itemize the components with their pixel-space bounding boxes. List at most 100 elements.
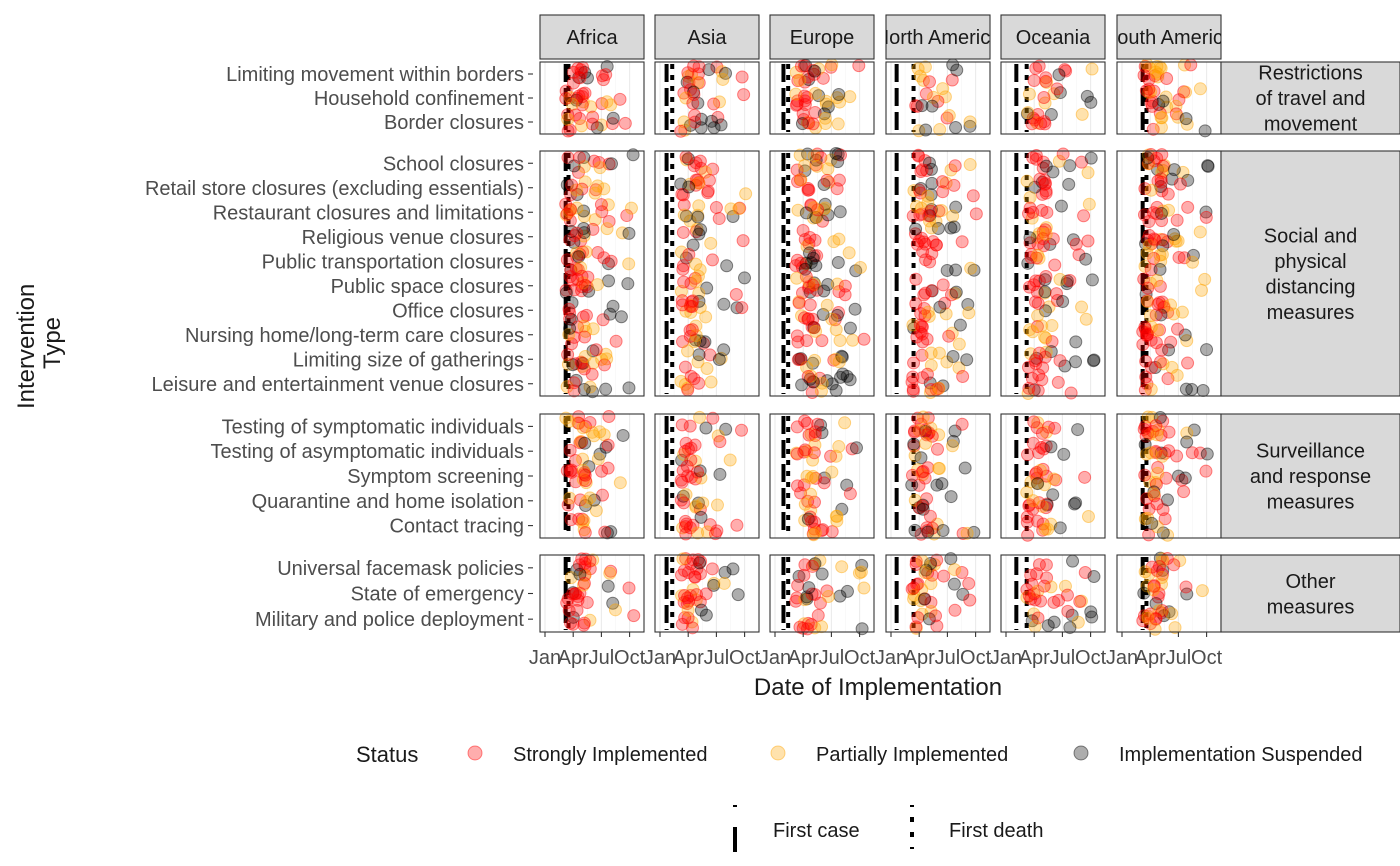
data-point xyxy=(577,383,591,397)
data-point xyxy=(806,278,820,292)
data-point xyxy=(577,466,591,480)
data-point xyxy=(797,617,811,631)
data-point xyxy=(1039,558,1053,572)
data-point xyxy=(677,595,691,609)
data-point xyxy=(686,583,700,597)
data-point xyxy=(1146,424,1160,438)
data-point xyxy=(1151,174,1165,188)
data-point xyxy=(567,159,581,173)
data-point xyxy=(1035,319,1049,333)
data-point xyxy=(1142,85,1156,99)
x-tick-label: Jul xyxy=(819,647,845,669)
panel-border xyxy=(1000,413,1106,539)
data-point xyxy=(600,60,614,74)
data-point xyxy=(1087,353,1101,367)
data-point xyxy=(714,351,728,365)
data-point xyxy=(830,509,844,523)
data-point xyxy=(681,566,695,580)
data-point xyxy=(564,513,578,527)
data-point xyxy=(932,428,946,442)
data-point xyxy=(907,581,921,595)
data-point xyxy=(1040,425,1054,439)
data-point xyxy=(682,594,696,608)
data-point xyxy=(1020,485,1034,499)
data-point xyxy=(835,502,849,516)
data-point xyxy=(912,183,926,197)
data-point xyxy=(613,92,627,106)
data-point xyxy=(681,442,695,456)
data-point xyxy=(675,418,689,432)
data-point xyxy=(674,284,688,298)
data-point xyxy=(592,155,606,169)
data-point xyxy=(920,428,934,442)
data-point xyxy=(591,452,605,466)
data-point xyxy=(801,312,815,326)
data-point xyxy=(604,254,618,268)
region-strip-box xyxy=(654,14,760,60)
data-point xyxy=(932,204,946,218)
data-point xyxy=(808,438,822,452)
legend-item-status-0: Strongly Implemented xyxy=(467,744,708,766)
data-point xyxy=(1136,614,1150,628)
data-point xyxy=(807,558,821,572)
data-point xyxy=(1041,619,1055,633)
data-point xyxy=(693,464,707,478)
data-point xyxy=(1039,501,1053,515)
data-point xyxy=(574,355,588,369)
data-point xyxy=(1036,523,1050,537)
data-point xyxy=(683,329,697,343)
data-point xyxy=(932,346,946,360)
data-point xyxy=(920,332,934,346)
data-point xyxy=(676,552,690,566)
data-point xyxy=(598,525,612,539)
data-point xyxy=(795,261,809,275)
data-point xyxy=(840,584,854,598)
data-point xyxy=(1141,426,1155,440)
data-point xyxy=(602,157,616,171)
data-point xyxy=(566,617,580,631)
data-point xyxy=(1145,361,1159,375)
data-point xyxy=(801,312,815,326)
data-point xyxy=(1138,59,1152,73)
data-point xyxy=(819,94,833,108)
data-point xyxy=(566,76,580,90)
data-point xyxy=(798,558,812,572)
data-point xyxy=(1033,172,1047,186)
data-point xyxy=(559,92,573,106)
data-point xyxy=(576,421,590,435)
data-point xyxy=(1039,176,1053,190)
data-point xyxy=(684,470,698,484)
data-point xyxy=(686,553,700,567)
data-point xyxy=(621,277,635,291)
data-point xyxy=(909,297,923,311)
data-point xyxy=(1154,175,1168,189)
data-point xyxy=(561,151,575,165)
data-point xyxy=(591,278,605,292)
data-point xyxy=(1136,325,1150,339)
data-point xyxy=(712,95,726,109)
panel-border xyxy=(885,61,991,135)
data-point xyxy=(791,335,805,349)
data-point xyxy=(689,257,703,271)
data-point xyxy=(1138,420,1152,434)
data-point xyxy=(578,86,592,100)
data-point xyxy=(920,492,934,506)
data-point xyxy=(1061,604,1075,618)
data-point xyxy=(684,369,698,383)
data-point xyxy=(1168,232,1182,246)
data-point xyxy=(802,116,816,130)
data-point xyxy=(924,605,938,619)
data-point xyxy=(1063,273,1077,287)
data-point xyxy=(1150,520,1164,534)
data-point xyxy=(948,424,962,438)
region-strip-1: Asia xyxy=(654,14,760,60)
data-point xyxy=(1038,522,1052,536)
data-point xyxy=(1153,263,1167,277)
data-point xyxy=(1143,309,1157,323)
data-point xyxy=(559,286,573,300)
data-point xyxy=(688,570,702,584)
data-point xyxy=(1087,570,1101,584)
data-point xyxy=(1049,287,1063,301)
data-point xyxy=(587,493,601,507)
data-point xyxy=(924,358,938,372)
